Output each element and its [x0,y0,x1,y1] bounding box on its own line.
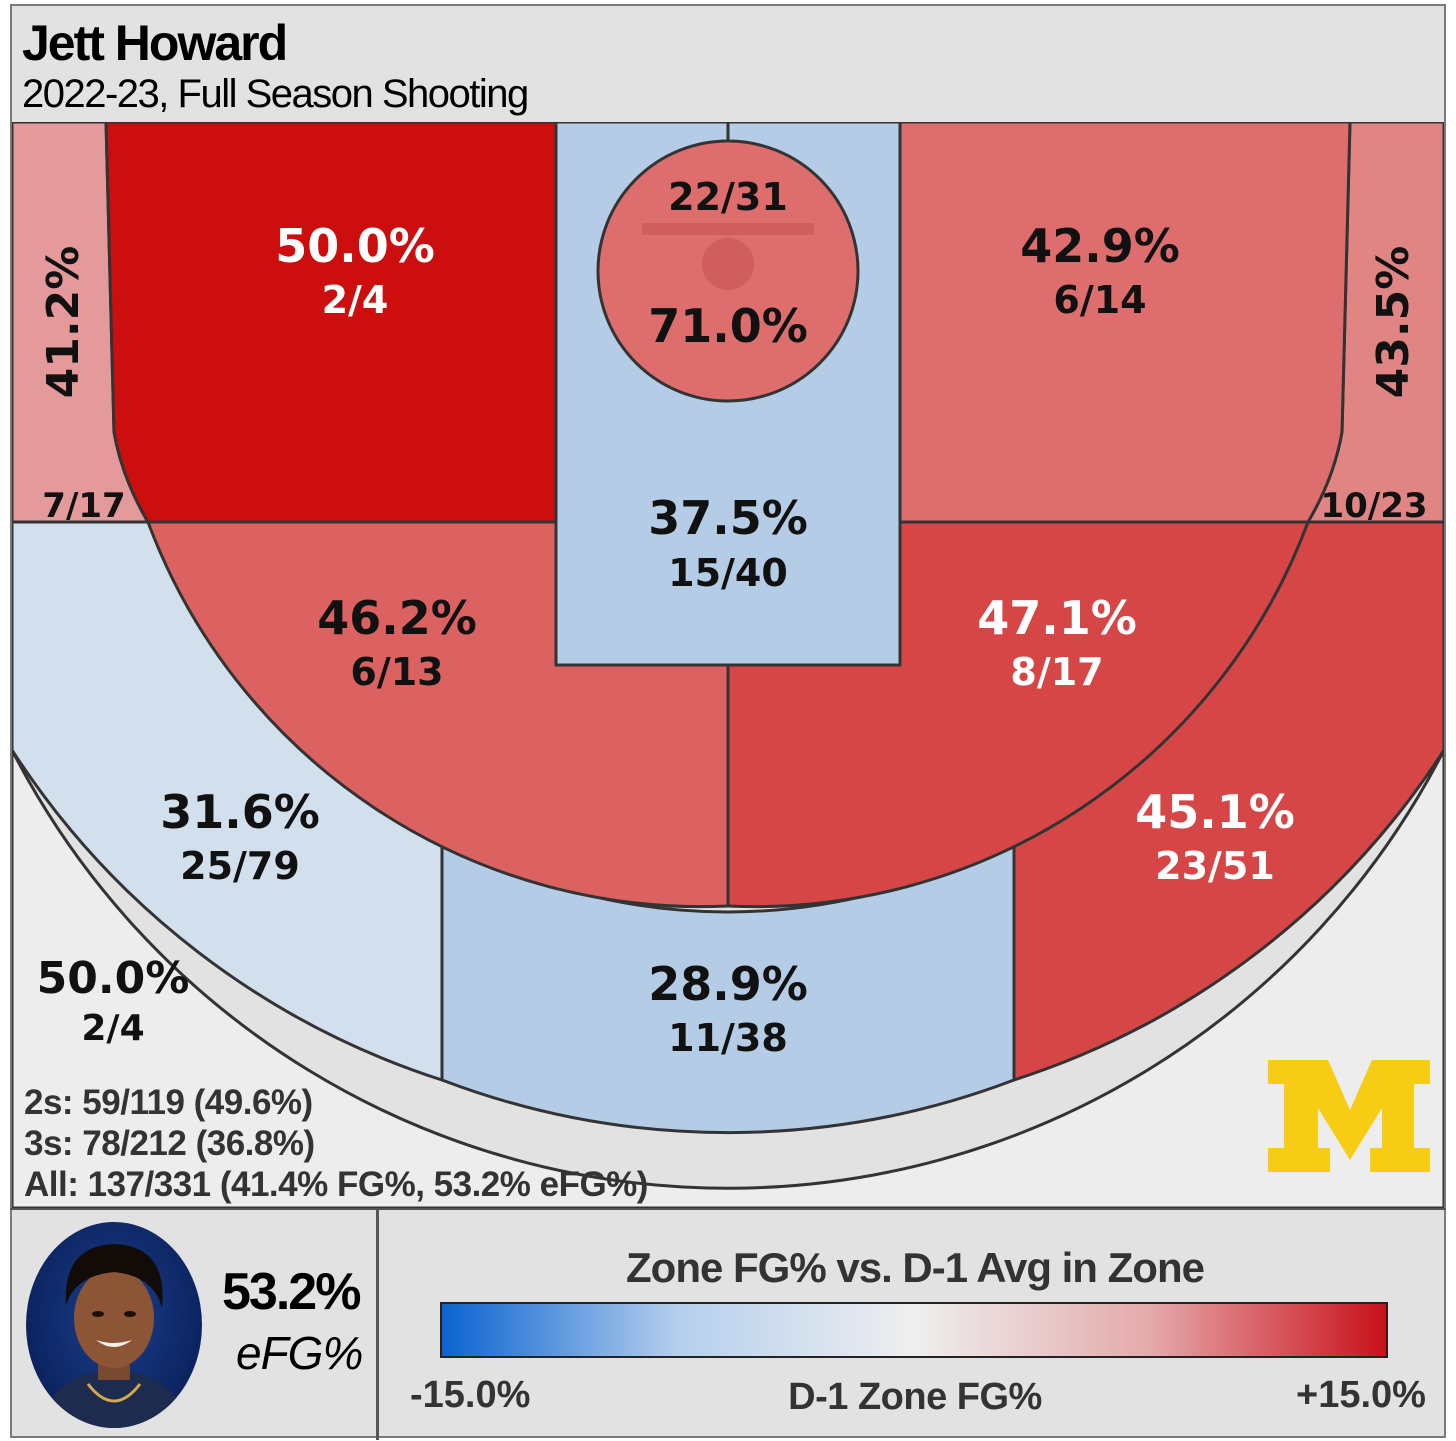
deep-3-pct-label: 50.0% [37,953,190,1004]
zone-right-baseline-mid [898,122,1352,524]
left-wing-made-label: 25/79 [180,844,300,888]
zone-left-baseline-mid [104,122,558,524]
summary-twos: 2s: 59/119 (49.6%) [24,1083,313,1122]
left-wing-pct-label: 31.6% [160,785,320,839]
legend-color-bar [440,1302,1388,1358]
left-corner-made-label: 7/17 [42,486,125,526]
player-efg-value: 53.2% [222,1263,361,1321]
right-corner-pct-label: 43.5% [1368,246,1419,399]
player-efg-label: eFG% [236,1327,363,1379]
player-headshot-icon [36,1244,192,1428]
legend-mid-label: D-1 Zone FG% [788,1376,1042,1418]
player-headshot [26,1222,202,1428]
rim-made-label: 22/31 [668,175,788,219]
summary-threes: 3s: 78/212 (36.8%) [24,1124,315,1163]
shooting-summary: 2s: 59/119 (49.6%) 3s: 78/212 (36.8%) Al… [24,1082,648,1205]
summary-all: All: 137/331 (41.4% FG%, 53.2% eFG%) [24,1165,648,1204]
footer-divider [10,1208,1446,1210]
right-baseline-pct-label: 42.9% [1020,219,1180,273]
paint-made-label: 15/40 [668,551,788,595]
chart-title: Jett Howard [22,15,288,71]
right-wing-made-label: 23/51 [1155,844,1275,888]
legend-title: Zone FG% vs. D-1 Avg in Zone [626,1244,1205,1291]
footer-vertical-divider [376,1210,379,1440]
hoop-mark [702,238,754,290]
left-baseline-made-label: 2/4 [322,278,389,322]
top-key-pct-label: 28.9% [648,957,808,1011]
left-corner-pct-label: 41.2% [38,246,89,399]
right-elbow-made-label: 8/17 [1010,650,1103,694]
chart-subtitle: 2022-23, Full Season Shooting [22,72,529,116]
right-corner-made-label: 10/23 [1320,486,1427,526]
backboard-mark [642,223,814,235]
left-elbow-made-label: 6/13 [350,650,443,694]
legend-max-label: +15.0% [1296,1374,1426,1416]
paint-pct-label: 37.5% [648,491,808,545]
left-elbow-pct-label: 46.2% [317,591,477,645]
zone-left-elbow-mid [145,520,730,909]
zone-right-elbow-mid [726,520,1311,909]
legend-min-label: -15.0% [410,1374,531,1416]
rim-pct-label: 71.0% [648,299,808,353]
left-baseline-pct-label: 50.0% [275,219,435,273]
right-baseline-made-label: 6/14 [1053,278,1146,322]
right-wing-pct-label: 45.1% [1135,785,1295,839]
deep-3-made-label: 2/4 [81,1008,144,1049]
right-elbow-pct-label: 47.1% [977,591,1137,645]
michigan-block-m-logo [1268,1060,1430,1172]
top-key-made-label: 11/38 [668,1016,788,1060]
